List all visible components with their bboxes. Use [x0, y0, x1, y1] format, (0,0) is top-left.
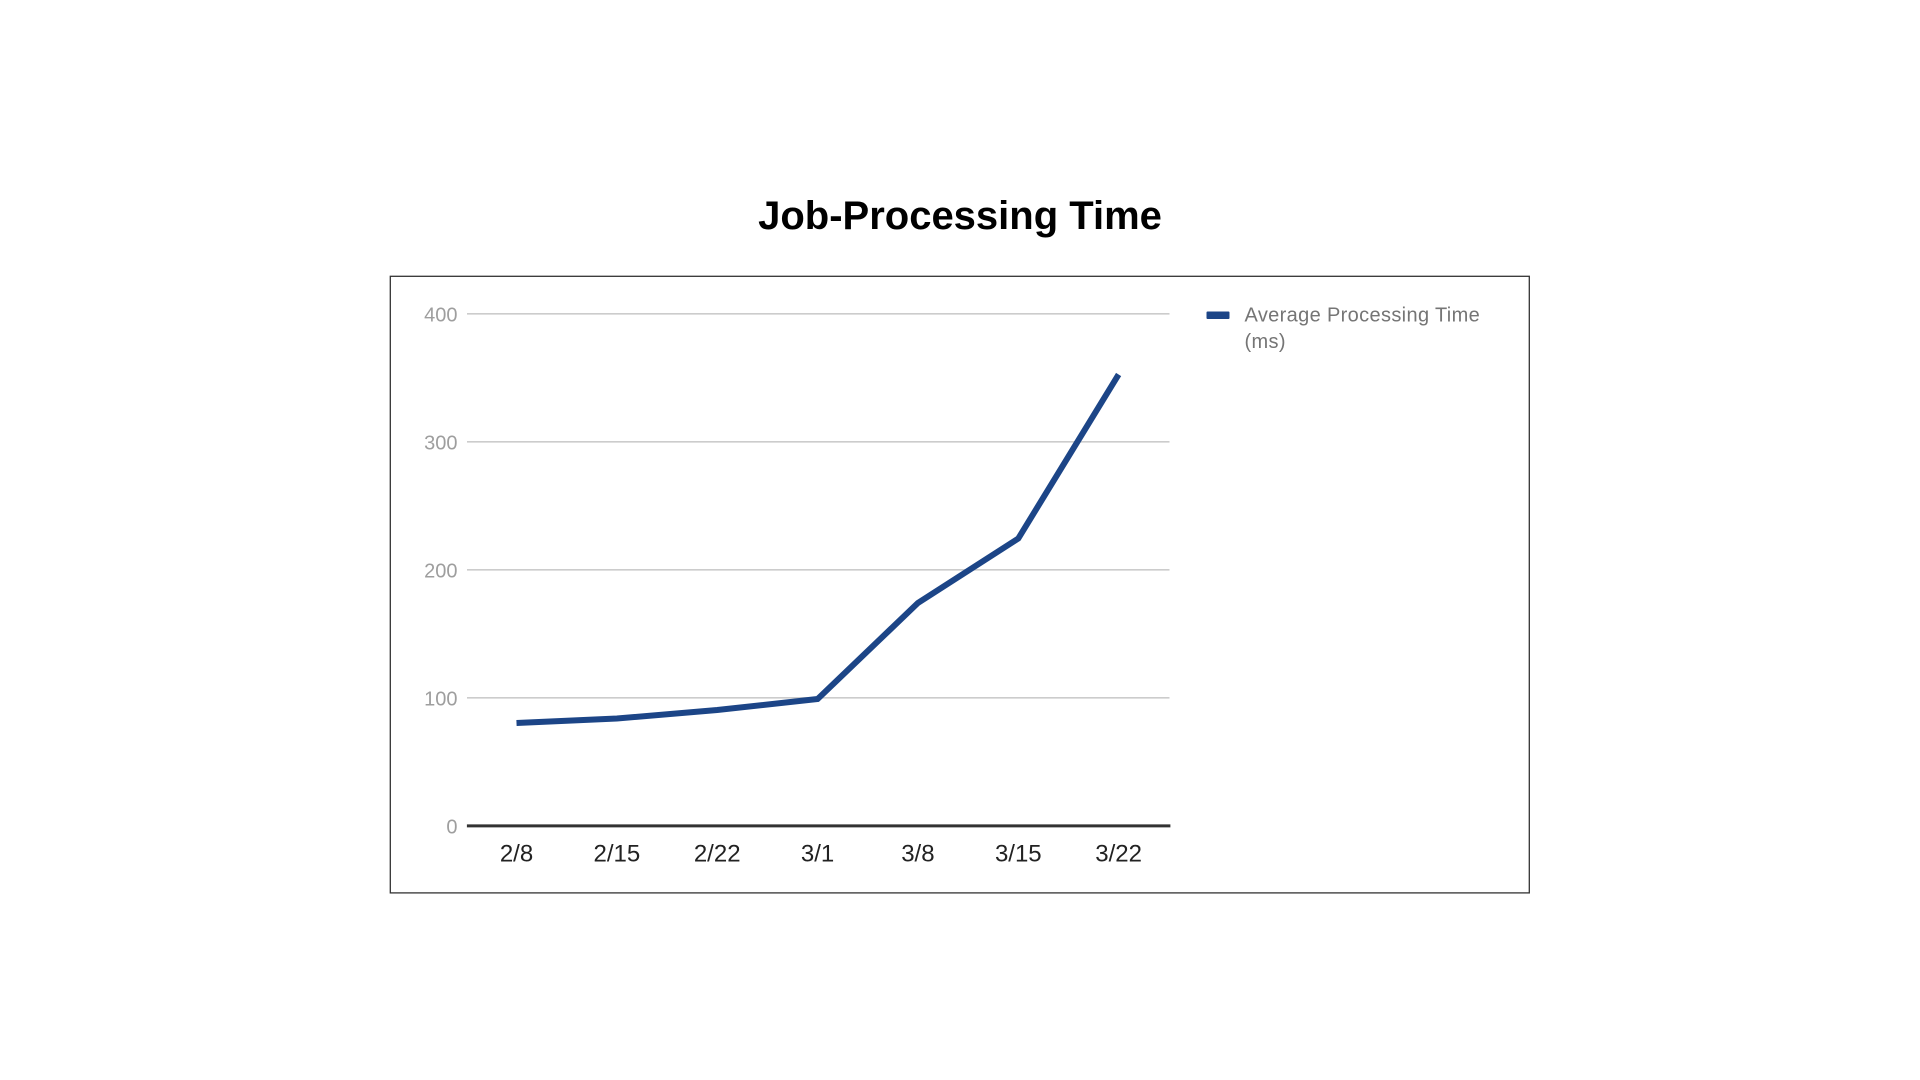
svg-text:0: 0: [446, 816, 457, 838]
svg-text:400: 400: [424, 304, 457, 326]
svg-text:2/15: 2/15: [594, 840, 641, 867]
svg-text:2/8: 2/8: [500, 840, 533, 867]
svg-text:100: 100: [424, 688, 457, 710]
svg-text:3/15: 3/15: [995, 840, 1042, 867]
svg-text:Average Processing Time: Average Processing Time: [1245, 304, 1481, 326]
svg-text:Job-Processing Time: Job-Processing Time: [758, 194, 1162, 238]
svg-text:3/22: 3/22: [1095, 840, 1142, 867]
svg-text:3/8: 3/8: [901, 840, 934, 867]
svg-text:(ms): (ms): [1245, 331, 1286, 353]
svg-text:3/1: 3/1: [801, 840, 834, 867]
svg-text:2/22: 2/22: [694, 840, 741, 867]
svg-text:200: 200: [424, 560, 457, 582]
svg-text:300: 300: [424, 432, 457, 454]
